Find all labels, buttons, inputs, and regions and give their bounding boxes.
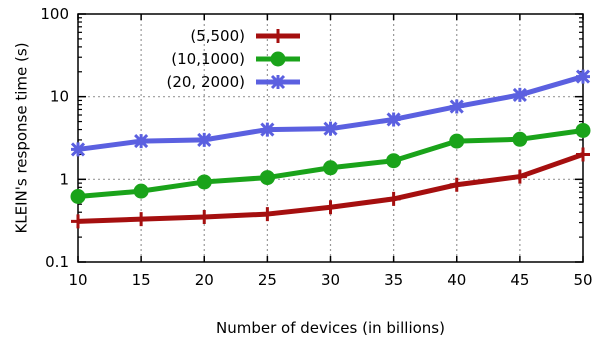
legend-label: (10,1000) [171,50,245,68]
x-tick-label: 40 [447,271,466,289]
x-tick-label: 25 [258,271,277,289]
data-point-plus [576,147,590,162]
data-point-circle [196,174,212,190]
data-point-star [575,69,591,84]
series-3 [70,69,591,157]
data-point-circle [259,170,275,186]
y-tick-label: 100 [40,5,69,23]
data-point-plus [323,200,338,215]
data-point-circle [323,160,338,176]
legend-entry-2: (10,1000) [171,50,300,68]
data-point-plus [71,214,85,229]
data-point-circle [449,133,465,149]
series-1 [71,147,590,229]
data-point-circle [386,153,402,169]
data-point-circle [270,51,286,67]
data-point-plus [271,29,285,43]
data-point-plus [512,169,527,184]
x-tick-label: 15 [132,271,151,289]
legend-label: (5,500) [190,27,245,45]
data-point-plus [449,177,464,192]
data-point-star [70,142,86,157]
x-tick-label: 35 [384,271,403,289]
axis-ticks: 10 15 20 25 30 35 40 45 50 0.1 1 10 100 [40,5,592,289]
y-tick-label: 10 [50,88,69,106]
data-point-star [386,112,401,127]
legend-label: (20, 2000) [166,73,245,91]
legend-entry-1: (5,500) [190,27,300,45]
data-point-circle [575,122,591,138]
data-point-circle [512,131,528,147]
data-point-plus [134,212,149,227]
y-tick-label: 1 [59,170,69,188]
x-tick-label: 20 [195,271,214,289]
x-tick-label: 30 [321,271,340,289]
data-point-star [197,132,212,147]
x-axis-title: Number of devices (in billions) [216,319,445,337]
data-point-star [134,134,149,149]
legend-entry-3: (20, 2000) [166,73,300,91]
legend: (5,500) (10,1000) (20, 2000) [166,27,300,91]
series-2 [70,122,591,204]
x-tick-label: 45 [510,271,529,289]
series-lines [70,69,591,229]
data-point-star [260,122,275,137]
data-point-star [270,74,286,90]
data-point-star [449,99,464,114]
y-tick-label: 0.1 [45,253,69,271]
x-tick-label: 10 [68,271,87,289]
data-point-circle [133,183,149,199]
data-point-star [323,121,338,136]
data-point-plus [197,210,212,225]
y-axis-title: KLEIN's response time (s) [13,42,31,233]
data-point-circle [70,188,86,204]
data-point-star [512,87,527,102]
data-point-plus [260,207,275,222]
data-point-plus [386,191,401,206]
x-tick-label: 50 [573,271,592,289]
